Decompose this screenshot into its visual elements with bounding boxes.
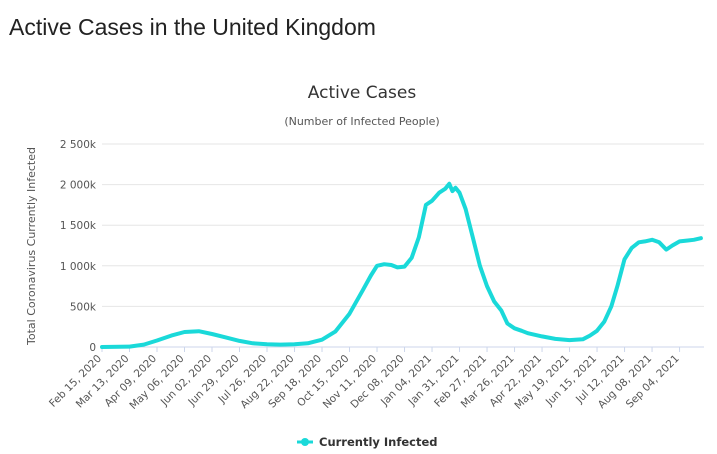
page-title: Active Cases in the United Kingdom: [9, 14, 376, 40]
chart-subtitle: (Number of Infected People): [284, 115, 439, 128]
legend-series-label: Currently Infected: [319, 435, 438, 449]
legend-series-marker-icon: [301, 438, 309, 446]
y-tick-label: 1 000k: [60, 261, 97, 273]
series-area: [100, 181, 703, 349]
grid-lines: [102, 143, 704, 307]
y-axis-ticks: 0 500k 1 000k 1 500k 2 000k 2 500k: [60, 139, 97, 354]
y-axis-label: Total Coronavirus Currently Infected: [25, 147, 38, 346]
y-tick-label: 2 000k: [60, 180, 97, 192]
y-tick-label: 0: [89, 342, 96, 354]
y-tick-label: 1 500k: [60, 220, 97, 232]
chart-title: Active Cases: [308, 83, 417, 103]
legend[interactable]: Currently Infected: [297, 435, 438, 449]
y-tick-label: 500k: [70, 301, 97, 313]
y-tick-label: 2 500k: [60, 139, 97, 151]
series-line-currently-infected[interactable]: [100, 181, 703, 349]
